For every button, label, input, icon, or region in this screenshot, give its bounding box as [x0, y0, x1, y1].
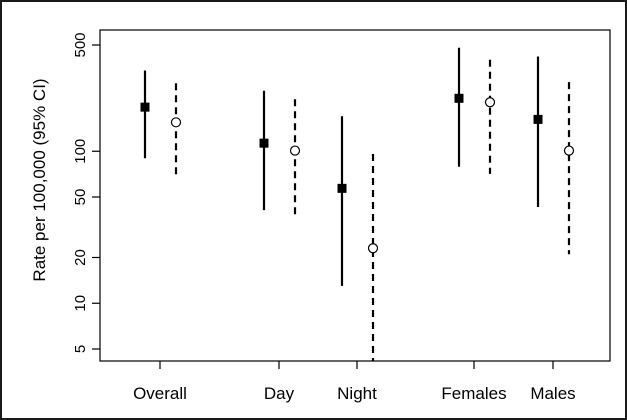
point-estimate-circle: [563, 145, 575, 156]
x-axis: Overall Day Night Females Males: [133, 361, 576, 403]
y-axis: 5 10 20 50 100 500: [72, 32, 101, 353]
point-estimate-square: [337, 183, 347, 193]
point-estimate-circle: [170, 117, 182, 128]
chart-marks: [140, 47, 575, 361]
point-estimate-square: [454, 93, 464, 103]
x-category-label: Day: [264, 384, 295, 403]
plot-frame: [99, 29, 611, 362]
point-estimate-square: [140, 102, 150, 112]
point-estimate-circle: [289, 145, 301, 156]
y-axis-title: Rate per 100,000 (95% CI): [30, 78, 49, 281]
x-category-label: Females: [441, 384, 506, 403]
point-estimate-circle: [484, 97, 496, 108]
y-tick-label: 100: [72, 139, 89, 164]
point-estimate-circle: [367, 243, 379, 254]
y-tick-label: 20: [72, 249, 89, 266]
y-tick-label: 10: [72, 295, 89, 312]
y-tick-label: 50: [72, 189, 89, 206]
x-category-label: Males: [530, 384, 575, 403]
y-tick-label: 5: [72, 345, 89, 353]
x-category-label: Night: [337, 384, 377, 403]
point-estimate-square: [533, 114, 543, 124]
x-category-label: Overall: [133, 384, 187, 403]
y-tick-label: 500: [72, 32, 89, 57]
point-estimate-square: [259, 138, 269, 148]
